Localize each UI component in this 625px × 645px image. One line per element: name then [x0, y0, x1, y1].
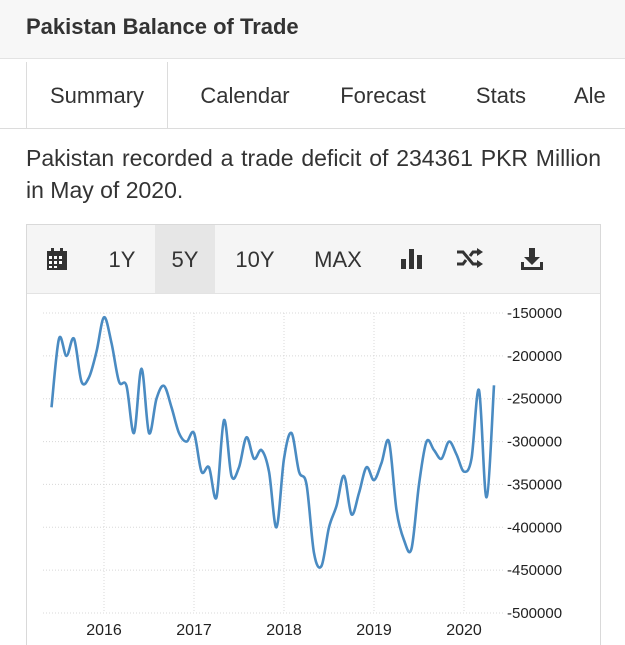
data-point-2015-08 — [65, 354, 69, 358]
data-point-2016-12 — [185, 440, 189, 444]
tab-bar: Summary Calendar Forecast Stats Ale — [0, 62, 625, 129]
data-point-2019-12 — [455, 452, 459, 456]
y-tick-label: -200000 — [507, 348, 562, 365]
data-point-2018-12 — [365, 465, 369, 469]
data-point-2018-06 — [320, 564, 324, 568]
data-point-2016-08 — [155, 397, 159, 401]
data-point-2015-10 — [80, 380, 84, 384]
data-point-2018-03 — [297, 470, 301, 474]
data-point-2020-01 — [462, 470, 466, 474]
data-point-2019-09 — [432, 448, 436, 452]
data-point-2019-07 — [417, 482, 421, 486]
y-tick-label: -450000 — [507, 562, 562, 579]
x-tick-label: 2016 — [86, 622, 122, 639]
y-tick-label: -150000 — [507, 305, 562, 322]
data-point-2018-07 — [327, 525, 331, 529]
y-tick-label: -400000 — [507, 519, 562, 536]
data-point-2015-11 — [87, 375, 91, 379]
data-point-2019-06 — [410, 547, 414, 551]
data-point-2017-01 — [192, 431, 196, 435]
tab-alerts[interactable]: Ale — [574, 83, 606, 108]
data-point-2018-09 — [342, 474, 346, 478]
chart-toolbar: 1Y 5Y 10Y MAX — [27, 225, 600, 294]
x-tick-label: 2017 — [176, 622, 212, 639]
x-tick-label: 2020 — [446, 622, 482, 639]
data-point-2016-02 — [110, 341, 114, 345]
data-point-2017-02 — [200, 470, 204, 474]
summary-text: Pakistan recorded a trade deficit of 234… — [26, 145, 601, 203]
data-point-2020-02 — [470, 457, 474, 461]
range-10y-button[interactable]: 10Y — [235, 247, 275, 272]
data-point-2016-09 — [162, 384, 166, 388]
data-point-2018-02 — [290, 431, 294, 435]
y-tick-label: -250000 — [507, 391, 562, 408]
data-point-2019-11 — [447, 440, 451, 444]
data-point-2016-05 — [132, 431, 136, 435]
y-tick-label: -500000 — [507, 605, 562, 622]
data-point-2018-01 — [282, 457, 286, 461]
data-point-2016-07 — [147, 431, 151, 435]
data-point-2018-10 — [350, 512, 354, 516]
data-point-2019-08 — [425, 440, 429, 444]
data-point-2019-01 — [372, 478, 376, 482]
data-point-2015-07 — [57, 337, 61, 341]
data-point-2020-03 — [477, 388, 481, 392]
data-point-2017-05 — [222, 418, 226, 422]
data-point-2020-04 — [485, 495, 489, 499]
data-point-2017-03 — [207, 465, 211, 469]
data-point-2017-06 — [230, 474, 234, 478]
data-point-2019-05 — [402, 538, 406, 542]
data-point-2019-02 — [380, 461, 384, 465]
data-point-2018-08 — [335, 504, 339, 508]
data-point-2016-11 — [177, 431, 181, 435]
data-point-2017-08 — [245, 435, 249, 439]
data-point-2017-09 — [252, 457, 256, 461]
tab-stats[interactable]: Stats — [475, 83, 527, 108]
y-tick-label: -300000 — [507, 434, 562, 451]
range-1y-button[interactable]: 1Y — [108, 247, 136, 272]
tab-summary[interactable]: Summary — [26, 62, 168, 128]
tab-calendar[interactable]: Calendar — [200, 83, 290, 108]
data-point-2016-10 — [170, 405, 174, 409]
data-point-2017-04 — [215, 495, 219, 499]
data-point-2015-12 — [95, 350, 99, 354]
data-point-2019-10 — [440, 457, 444, 461]
data-point-2019-04 — [395, 508, 399, 512]
data-point-2016-01 — [102, 315, 106, 319]
download-icon[interactable] — [509, 225, 555, 293]
calendar-icon[interactable] — [35, 225, 79, 293]
bar-chart-icon[interactable] — [389, 225, 435, 293]
data-point-2016-04 — [125, 384, 129, 388]
data-point-2015-06 — [50, 405, 54, 409]
data-point-2020-05 — [492, 383, 496, 387]
x-tick-label: 2019 — [356, 622, 392, 639]
range-max-button[interactable]: MAX — [314, 247, 362, 272]
range-5y-button[interactable]: 5Y — [155, 225, 215, 293]
data-point-2018-04 — [305, 482, 309, 486]
data-point-2017-12 — [275, 525, 279, 529]
data-point-2018-11 — [357, 491, 361, 495]
data-point-2015-09 — [72, 337, 76, 341]
x-tick-label: 2018 — [266, 622, 302, 639]
data-point-2018-05 — [312, 551, 316, 555]
trade-balance-chart: -150000 -200000 -250000 -300000 -350000 -4000… — [43, 305, 562, 639]
data-point-2017-10 — [260, 448, 264, 452]
y-tick-label: -350000 — [507, 476, 562, 493]
shuffle-icon[interactable] — [447, 225, 493, 293]
data-point-2016-03 — [117, 380, 121, 384]
page-title: Pakistan Balance of Trade — [26, 14, 299, 39]
data-point-2016-06 — [140, 367, 144, 371]
data-point-2019-03 — [387, 440, 391, 444]
chart-widget: 1Y 5Y 10Y MAX — [26, 224, 601, 645]
data-point-2017-11 — [267, 470, 271, 474]
trade-balance-series-line — [50, 315, 496, 569]
data-point-2017-07 — [237, 465, 241, 469]
page-header: Pakistan Balance of Trade — [0, 0, 625, 59]
tab-forecast[interactable]: Forecast — [340, 83, 426, 108]
